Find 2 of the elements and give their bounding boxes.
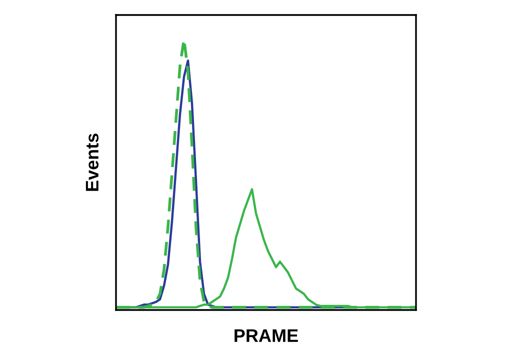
x-axis-title: PRAME bbox=[234, 329, 298, 342]
y-axis-title: Events bbox=[86, 134, 99, 191]
